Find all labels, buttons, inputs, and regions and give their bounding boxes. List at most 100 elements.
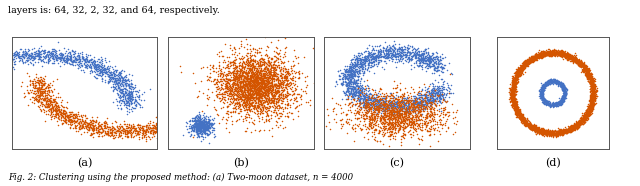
Point <box>513 73 523 76</box>
Point <box>582 110 593 113</box>
Point <box>548 52 558 55</box>
Point <box>203 97 213 100</box>
Point <box>545 102 555 105</box>
Point <box>556 52 566 55</box>
Point <box>387 57 397 60</box>
Point <box>519 117 529 120</box>
Point <box>257 118 267 121</box>
Point <box>13 54 23 57</box>
Point <box>392 101 402 104</box>
Point <box>42 57 52 60</box>
Point <box>268 86 278 89</box>
Point <box>545 50 556 53</box>
Point <box>141 129 151 132</box>
Point <box>511 72 521 75</box>
Point <box>553 79 563 82</box>
Point <box>149 125 159 128</box>
Point <box>546 81 556 84</box>
Point <box>256 73 266 76</box>
Point <box>585 105 595 108</box>
Point <box>515 112 525 115</box>
Point <box>257 104 267 107</box>
Point <box>419 48 429 51</box>
Point <box>396 108 406 111</box>
Point <box>343 73 353 76</box>
Point <box>65 120 75 123</box>
Point <box>410 52 420 55</box>
Point <box>361 104 371 107</box>
Point <box>353 96 363 99</box>
Point <box>575 118 585 121</box>
Point <box>74 125 84 128</box>
Point <box>103 131 113 134</box>
Point <box>151 129 161 132</box>
Point <box>246 92 257 95</box>
Point <box>234 70 244 73</box>
Point <box>559 54 570 57</box>
Point <box>264 97 275 100</box>
Point <box>529 56 540 59</box>
Point <box>557 86 568 89</box>
Point <box>355 95 365 98</box>
Point <box>587 105 597 108</box>
Point <box>545 131 555 134</box>
Point <box>387 126 397 129</box>
Point <box>528 58 538 61</box>
Point <box>240 86 250 89</box>
Point <box>409 117 419 120</box>
Point <box>565 124 575 127</box>
Point <box>365 122 376 125</box>
Point <box>83 60 93 62</box>
Point <box>265 85 275 88</box>
Point <box>513 73 523 76</box>
Point <box>0 54 2 57</box>
Point <box>410 115 420 118</box>
Point <box>194 124 204 127</box>
Point <box>531 133 541 136</box>
Point <box>229 107 239 110</box>
Point <box>440 92 451 95</box>
Point <box>524 59 534 62</box>
Point <box>257 77 268 80</box>
Point <box>558 86 568 89</box>
Point <box>545 104 555 107</box>
Point <box>159 126 170 129</box>
Point <box>378 103 388 106</box>
Point <box>508 104 518 107</box>
Point <box>49 54 60 57</box>
Point <box>399 100 409 103</box>
Point <box>237 84 247 87</box>
Point <box>214 92 225 95</box>
Point <box>563 54 573 57</box>
Point <box>565 55 575 58</box>
Point <box>408 88 419 91</box>
Point <box>569 57 579 60</box>
Point <box>367 118 377 121</box>
Point <box>531 131 541 134</box>
Point <box>45 108 56 110</box>
Point <box>513 70 524 73</box>
Point <box>166 127 177 130</box>
Point <box>582 115 592 118</box>
Point <box>262 83 272 86</box>
Point <box>79 122 90 125</box>
Point <box>99 68 109 71</box>
Point <box>359 70 369 73</box>
Point <box>422 114 433 117</box>
Point <box>362 105 372 108</box>
Point <box>242 80 252 83</box>
Point <box>223 78 234 81</box>
Point <box>531 53 541 56</box>
Point <box>217 84 227 87</box>
Point <box>520 117 531 120</box>
Point <box>509 94 519 97</box>
Point <box>558 94 568 97</box>
Point <box>43 109 53 112</box>
Point <box>408 62 419 65</box>
Point <box>202 101 212 104</box>
Point <box>146 130 156 133</box>
Point <box>555 81 565 84</box>
Point <box>383 52 394 55</box>
Point <box>540 130 550 133</box>
Point <box>125 97 136 100</box>
